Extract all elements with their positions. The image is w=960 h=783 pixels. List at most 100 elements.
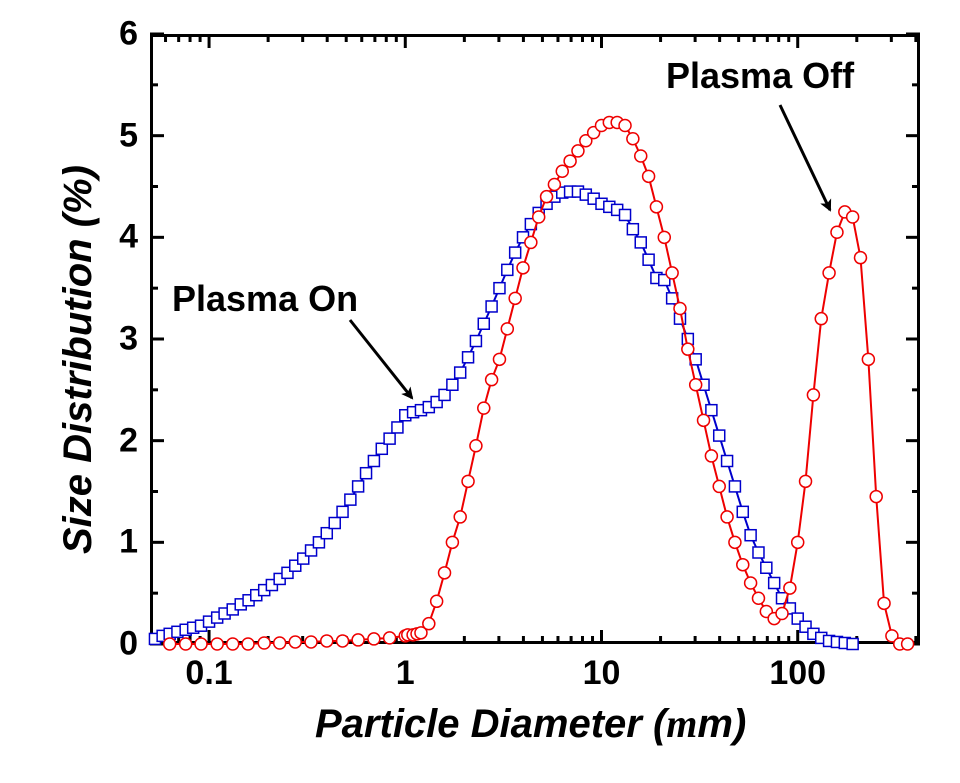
series-marker-1 xyxy=(384,632,396,644)
series-marker-1 xyxy=(870,491,882,503)
series-marker-1 xyxy=(823,267,835,279)
series-marker-1 xyxy=(337,635,349,647)
series-marker-0 xyxy=(847,639,858,650)
series-marker-0 xyxy=(737,506,748,517)
series-marker-1 xyxy=(650,201,662,213)
series-marker-1 xyxy=(713,480,725,492)
series-marker-1 xyxy=(493,353,505,365)
series-marker-1 xyxy=(690,379,702,391)
series-marker-0 xyxy=(321,528,332,539)
series-marker-0 xyxy=(769,578,780,589)
y-tick-label: 5 xyxy=(119,116,138,155)
series-marker-1 xyxy=(462,475,474,487)
series-marker-0 xyxy=(439,389,450,400)
series-marker-1 xyxy=(902,638,914,650)
series-marker-1 xyxy=(815,313,827,325)
y-tick-label: 0 xyxy=(119,625,138,664)
series-marker-1 xyxy=(211,638,223,650)
series-marker-0 xyxy=(722,456,733,467)
series-marker-1 xyxy=(478,402,490,414)
series-marker-0 xyxy=(643,254,654,265)
series-marker-1 xyxy=(289,636,301,648)
series-marker-1 xyxy=(721,511,733,523)
series-marker-1 xyxy=(619,120,631,132)
series-marker-1 xyxy=(862,353,874,365)
series-marker-1 xyxy=(800,475,812,487)
series-marker-0 xyxy=(376,443,387,454)
series-marker-1 xyxy=(164,638,176,650)
series-marker-1 xyxy=(698,414,710,426)
series-marker-0 xyxy=(455,367,466,378)
series-marker-1 xyxy=(439,567,451,579)
series-marker-1 xyxy=(242,638,254,650)
series-marker-0 xyxy=(706,405,717,416)
series-marker-1 xyxy=(564,155,576,167)
series-marker-1 xyxy=(525,236,537,248)
series-marker-1 xyxy=(572,145,584,157)
y-tick-label: 3 xyxy=(119,320,138,359)
series-marker-1 xyxy=(847,211,859,223)
chart-canvas: Size Distribution (%) Particle Diameter … xyxy=(0,0,960,783)
series-marker-1 xyxy=(831,226,843,238)
series-marker-1 xyxy=(878,597,890,609)
x-tick-label: 100 xyxy=(769,654,826,693)
series-marker-0 xyxy=(627,224,638,235)
series-marker-1 xyxy=(729,536,741,548)
series-marker-0 xyxy=(345,494,356,505)
series-marker-1 xyxy=(352,634,364,646)
series-marker-0 xyxy=(510,247,521,258)
series-marker-1 xyxy=(470,440,482,452)
y-tick-label: 1 xyxy=(119,523,138,562)
series-marker-1 xyxy=(745,577,757,589)
series-marker-1 xyxy=(541,191,553,203)
series-marker-0 xyxy=(478,318,489,329)
series-marker-1 xyxy=(509,292,521,304)
series-marker-0 xyxy=(392,422,403,433)
series-marker-0 xyxy=(620,209,631,220)
series-marker-0 xyxy=(494,283,505,294)
series-marker-1 xyxy=(274,637,286,649)
series-marker-1 xyxy=(807,389,819,401)
series-marker-0 xyxy=(486,301,497,312)
series-marker-0 xyxy=(384,433,395,444)
series-marker-0 xyxy=(329,518,340,529)
series-marker-1 xyxy=(674,303,686,315)
series-marker-0 xyxy=(463,352,474,363)
series-marker-0 xyxy=(714,430,725,441)
series-marker-1 xyxy=(556,165,568,177)
series-marker-1 xyxy=(784,582,796,594)
series-marker-1 xyxy=(658,231,670,243)
series-marker-0 xyxy=(447,379,458,390)
series-marker-0 xyxy=(502,264,513,275)
series-marker-0 xyxy=(368,456,379,467)
series-marker-1 xyxy=(321,635,333,647)
x-tick-label: 1 xyxy=(396,654,415,693)
series-marker-0 xyxy=(337,506,348,517)
series-marker-1 xyxy=(180,638,192,650)
series-marker-1 xyxy=(195,638,207,650)
series-marker-0 xyxy=(361,468,372,479)
series-marker-1 xyxy=(643,170,655,182)
series-marker-1 xyxy=(682,343,694,355)
series-marker-0 xyxy=(353,481,364,492)
series-marker-1 xyxy=(258,637,270,649)
series-marker-1 xyxy=(431,595,443,607)
series-marker-1 xyxy=(517,262,529,274)
series-marker-1 xyxy=(737,559,749,571)
series-marker-1 xyxy=(486,374,498,386)
series-marker-1 xyxy=(705,450,717,462)
series-marker-0 xyxy=(470,336,481,347)
series-marker-1 xyxy=(423,618,435,630)
annotation-arrow-1 xyxy=(780,105,830,210)
series-marker-0 xyxy=(729,481,740,492)
series-marker-1 xyxy=(305,636,317,648)
series-marker-1 xyxy=(454,511,466,523)
series-marker-1 xyxy=(752,592,764,604)
y-tick-label: 6 xyxy=(119,15,138,54)
series-marker-0 xyxy=(745,530,756,541)
series-marker-1 xyxy=(501,323,513,335)
series-marker-0 xyxy=(753,547,764,558)
series-marker-1 xyxy=(792,536,804,548)
x-tick-label: 0.1 xyxy=(185,654,232,693)
y-tick-label: 2 xyxy=(119,421,138,460)
